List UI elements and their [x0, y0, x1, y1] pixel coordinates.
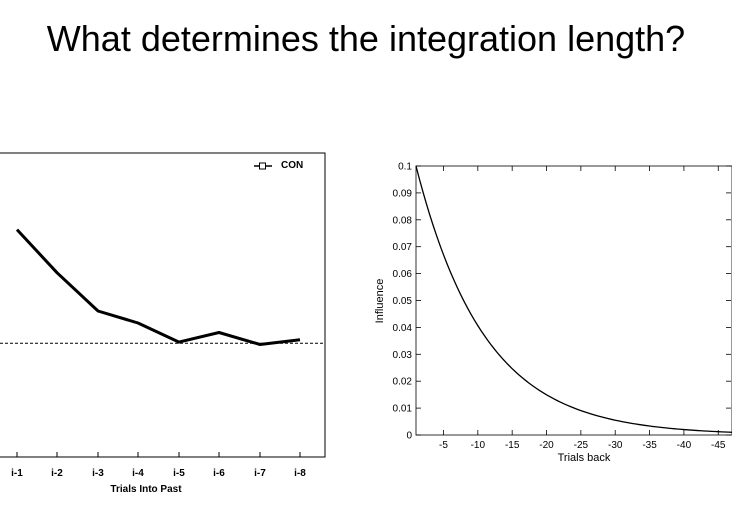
right-x-tick-label: -30: [608, 440, 623, 451]
right-y-tick-label: 0.04: [393, 323, 413, 334]
right-y-tick-label: 0.1: [398, 162, 412, 173]
right-x-tick-label: -10: [471, 440, 486, 451]
right-x-tick-label: -5: [439, 440, 448, 451]
left-x-tick-label: i-6: [213, 468, 225, 479]
right-y-axis-label: Influence: [374, 279, 386, 324]
left-x-tick-label: i-5: [173, 468, 185, 479]
right-x-tick-label: -20: [539, 440, 554, 451]
left-chart-frame: [0, 152, 326, 458]
left-x-tick-label: i-8: [294, 468, 306, 479]
right-x-axis-label: Trials back: [558, 452, 611, 464]
right-y-tick-label: 0.03: [393, 350, 413, 361]
right-y-tick-label: 0.08: [393, 215, 413, 226]
right-x-tick-label: -25: [574, 440, 589, 451]
right-y-tick-label: 0: [406, 431, 412, 442]
left-legend: CON: [254, 160, 303, 171]
legend-marker-square: [259, 162, 266, 170]
right-y-tick-label: 0.01: [393, 404, 413, 415]
left-x-tick-label: i-2: [51, 468, 63, 479]
right-x-tick-label: -35: [642, 440, 657, 451]
left-x-tick-label: i-4: [132, 468, 144, 479]
left-x-tick-label: i-7: [254, 468, 266, 479]
slide-title: What determines the integration length?: [46, 18, 686, 59]
right-y-tick-label: 0.09: [393, 188, 413, 199]
series-con-line: [15, 228, 301, 346]
left-x-tick-label: i-3: [92, 468, 104, 479]
left-x-axis-label: Trials Into Past: [110, 484, 182, 495]
left-x-tick-label: i-1: [11, 468, 23, 479]
legend-entry-con: CON: [281, 160, 303, 171]
right-y-tick-label: 0.05: [393, 296, 413, 307]
right-x-tick-label: -45: [711, 440, 726, 451]
right-y-tick-label: 0.07: [393, 242, 413, 253]
left-chart: i-1 i-2 i-3 i-4 i-5 i-6 i-7 i-8 CON Trials Into…: [0, 152, 326, 495]
right-y-tick-label: 0.02: [393, 377, 413, 388]
right-chart: 0 0.01 0.02 0.03 0.04 0.05 0.06 0.07 0.08 0.09 0.1…: [374, 162, 732, 464]
right-y-tick-label: 0.06: [393, 269, 413, 280]
right-x-tick-label: -15: [505, 440, 520, 451]
right-influence-curve: [415, 165, 732, 433]
right-x-tick-label: -40: [677, 440, 692, 451]
